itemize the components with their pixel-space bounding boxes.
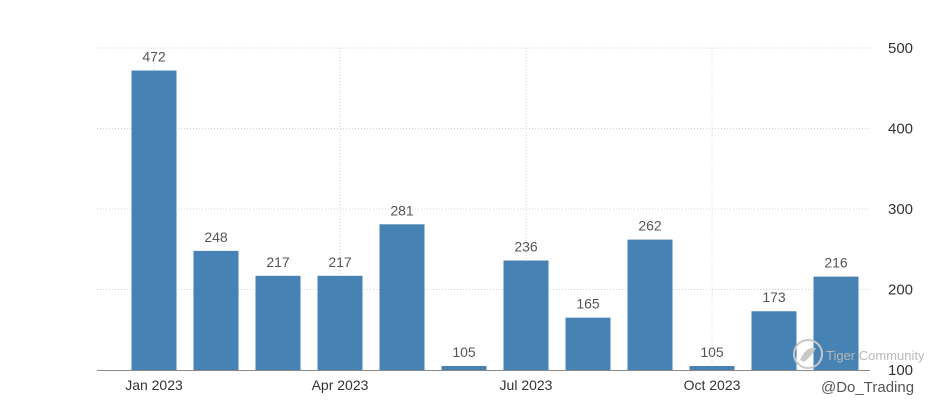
data-label: 262	[638, 218, 662, 234]
x-tick-label: Apr 2023	[312, 377, 369, 393]
bar	[193, 250, 239, 370]
y-tick-label: 300	[888, 201, 913, 218]
bar	[379, 224, 425, 370]
bars	[131, 70, 859, 370]
bar	[255, 275, 301, 370]
data-label: 105	[700, 344, 724, 360]
bar	[131, 70, 177, 370]
bar	[565, 317, 611, 370]
data-label: 236	[514, 239, 538, 255]
watermark-brand: Tiger Community	[826, 348, 925, 363]
bar	[751, 311, 797, 370]
data-labels: 472 248 217 217 281 105 236 165 262 105 173 216	[142, 49, 848, 360]
x-axis: Jan 2023 Apr 2023 Jul 2023 Oct 2023	[97, 370, 870, 393]
watermark-handle: @Do_Trading	[821, 379, 914, 396]
bar	[317, 275, 363, 370]
y-tick-label: 200	[888, 282, 913, 299]
data-label: 248	[204, 229, 228, 245]
bar	[503, 260, 549, 370]
x-tick-label: Jan 2023	[125, 377, 183, 393]
data-label: 217	[266, 254, 290, 270]
bar	[689, 365, 735, 370]
data-label: 472	[142, 49, 166, 65]
data-label: 217	[328, 254, 352, 270]
x-tick-label: Jul 2023	[500, 377, 553, 393]
data-label: 216	[824, 255, 848, 271]
bar	[441, 365, 487, 370]
x-tick-label: Oct 2023	[684, 377, 741, 393]
data-label: 105	[452, 344, 476, 360]
y-tick-label: 100	[888, 362, 913, 379]
data-label: 173	[762, 289, 786, 305]
data-label: 165	[576, 296, 600, 312]
y-tick-label: 500	[888, 40, 913, 57]
y-tick-label: 400	[888, 121, 913, 138]
bar	[627, 239, 673, 370]
watermark: Tiger Community @Do_Trading	[793, 339, 925, 396]
tiger-logo-icon	[793, 339, 823, 369]
data-label: 281	[390, 202, 414, 218]
y-axis: 100 200 300 400 500	[888, 40, 913, 379]
